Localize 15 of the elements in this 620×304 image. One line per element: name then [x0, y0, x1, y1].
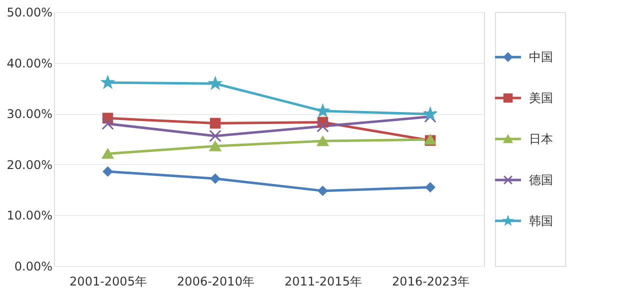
x-tick-label: 2006-2010年 — [177, 274, 254, 288]
y-tick-label: 20.00% — [6, 158, 52, 172]
y-tick-label: 0.00% — [14, 260, 52, 274]
legend-label: 中国 — [529, 50, 553, 64]
legend-label: 德国 — [529, 172, 553, 187]
x-tick-label: 2011-2015年 — [284, 274, 362, 288]
y-tick-label: 40.00% — [6, 56, 52, 70]
legend-label: 韩国 — [529, 214, 553, 228]
x-tick-label: 2016-2023年 — [392, 274, 470, 288]
y-tick-label: 10.00% — [6, 208, 52, 223]
legend-label: 日本 — [529, 132, 553, 146]
legend-label: 美国 — [529, 91, 553, 106]
y-tick-label: 30.00% — [6, 107, 52, 122]
x-tick-label: 2001-2005年 — [70, 274, 147, 288]
y-tick-label: 50.00% — [6, 6, 52, 20]
